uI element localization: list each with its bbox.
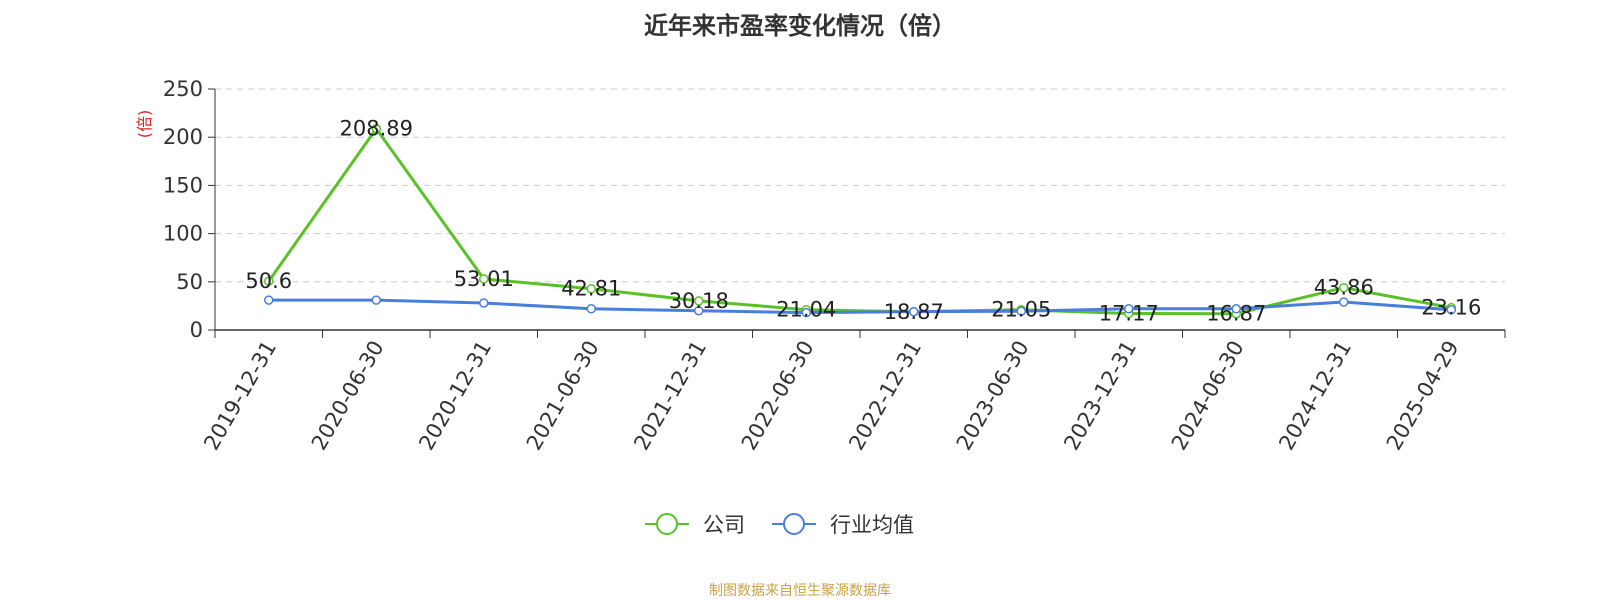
- chart-title: 近年来市盈率变化情况（倍）: [644, 12, 956, 40]
- data-point: [586, 304, 596, 314]
- x-tick-label: 2021-12-31: [629, 337, 711, 455]
- data-point: [909, 306, 919, 317]
- x-tick-label: 2022-06-30: [737, 337, 819, 455]
- legend-marker: [783, 513, 805, 535]
- data-point: [1446, 305, 1456, 315]
- data-point: [371, 123, 381, 134]
- x-tick-label: 2024-12-31: [1274, 337, 1356, 455]
- data-point: [801, 307, 811, 318]
- data-point: [264, 295, 274, 305]
- y-tick-label: 200: [163, 125, 203, 149]
- data-point: [479, 274, 489, 284]
- legend-marker: [656, 513, 678, 535]
- data-point: [586, 283, 596, 294]
- legend-label: 公司: [703, 513, 745, 537]
- data-point: [264, 276, 274, 286]
- x-tick-label: 2025-04-29: [1382, 337, 1464, 455]
- data-point: [694, 296, 704, 306]
- x-tick-label: 2020-12-31: [414, 337, 496, 455]
- data-point: [1339, 297, 1349, 307]
- data-point: [1231, 304, 1241, 314]
- data-point: [1124, 304, 1134, 314]
- data-label: 23.16: [1421, 296, 1481, 320]
- data-label: 43.86: [1314, 276, 1374, 300]
- data-point: [371, 295, 381, 305]
- x-tick-label: 2022-12-31: [844, 337, 926, 455]
- data-point: [1016, 306, 1026, 316]
- data-label: 42.81: [561, 277, 621, 301]
- x-tick-label: 2019-12-31: [199, 337, 281, 455]
- x-tick-label: 2023-06-30: [952, 337, 1034, 455]
- series-line-industry-average: [268, 298, 1452, 315]
- y-tick-label: 150: [163, 173, 203, 197]
- data-label: 30.18: [669, 289, 729, 313]
- legend-label: 行业均值: [830, 513, 914, 537]
- y-tick-label: 250: [163, 77, 203, 101]
- x-tick-label: 2024-06-30: [1167, 337, 1249, 455]
- data-point: [479, 298, 489, 308]
- data-point: [694, 305, 704, 316]
- data-label: 21.04: [776, 298, 836, 322]
- data-label: 16.87: [1206, 302, 1266, 326]
- x-tick-label: 2020-06-30: [307, 337, 389, 455]
- data-point: [1339, 282, 1349, 293]
- data-label: 50.6: [245, 269, 292, 293]
- y-tick-label: 50: [176, 270, 203, 294]
- data-label: 17.17: [1099, 301, 1159, 325]
- series-line-company: [267, 127, 1452, 316]
- data-label: 208.89: [340, 117, 413, 141]
- y-axis-label: (倍): [135, 110, 154, 139]
- y-tick-label: 100: [163, 222, 203, 246]
- x-tick-label: 2023-12-31: [1059, 337, 1141, 455]
- y-tick-label: 0: [190, 318, 203, 342]
- x-tick-label: 2021-06-30: [522, 337, 604, 455]
- data-label: 18.87: [884, 300, 944, 324]
- source-note: 制图数据来自恒生聚源数据库: [709, 583, 891, 599]
- data-label: 21.05: [991, 298, 1051, 322]
- data-label: 53.01: [454, 267, 514, 291]
